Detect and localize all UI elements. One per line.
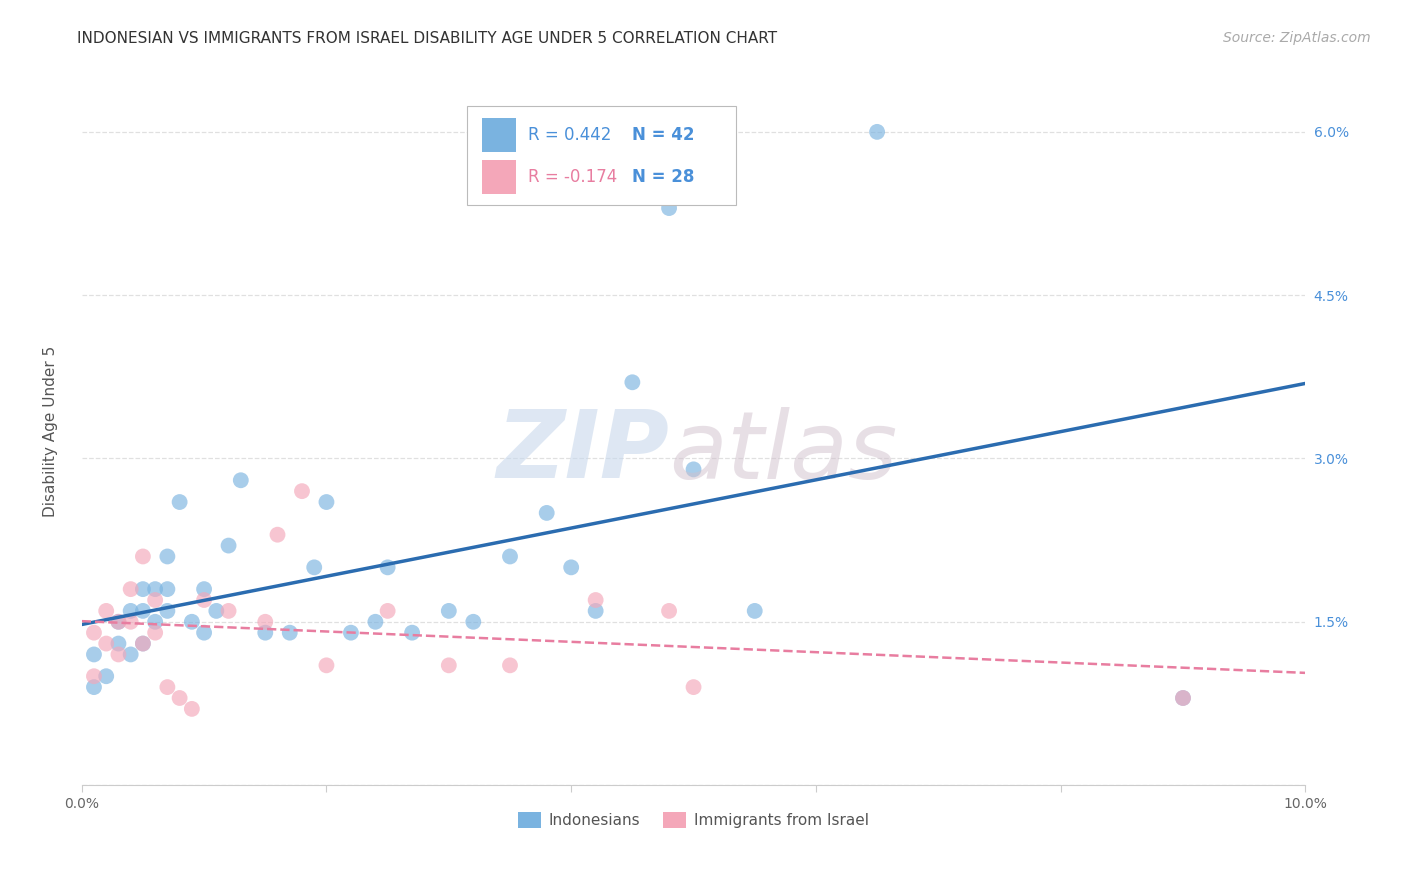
Point <box>156 680 179 694</box>
Point <box>682 462 704 476</box>
Point <box>143 625 166 640</box>
Point <box>156 549 179 564</box>
Point <box>107 615 129 629</box>
Point <box>96 636 118 650</box>
Point <box>536 506 558 520</box>
Point <box>143 593 166 607</box>
Point <box>218 539 240 553</box>
Point <box>193 593 215 607</box>
Point <box>107 636 129 650</box>
Point <box>180 615 202 629</box>
Point <box>132 636 155 650</box>
Bar <box>482 118 516 152</box>
Point <box>499 658 522 673</box>
Point <box>107 648 129 662</box>
Point <box>278 625 301 640</box>
Point <box>83 625 105 640</box>
Point <box>744 604 766 618</box>
Point <box>315 495 337 509</box>
Point <box>254 615 277 629</box>
Point <box>658 604 681 618</box>
Text: Source: ZipAtlas.com: Source: ZipAtlas.com <box>1223 31 1371 45</box>
Point <box>120 582 142 596</box>
Text: ZIP: ZIP <box>496 407 669 499</box>
Point <box>866 125 889 139</box>
Point <box>266 527 288 541</box>
Point <box>658 201 681 215</box>
Text: INDONESIAN VS IMMIGRANTS FROM ISRAEL DISABILITY AGE UNDER 5 CORRELATION CHART: INDONESIAN VS IMMIGRANTS FROM ISRAEL DIS… <box>77 31 778 46</box>
Point <box>585 593 607 607</box>
Point <box>315 658 337 673</box>
Point <box>229 473 252 487</box>
Point <box>96 669 118 683</box>
Point <box>291 484 314 499</box>
Point <box>132 604 155 618</box>
Point <box>107 615 129 629</box>
Point <box>83 669 105 683</box>
Point <box>621 376 644 390</box>
Point <box>120 615 142 629</box>
Text: N = 28: N = 28 <box>633 169 695 186</box>
Point <box>585 604 607 618</box>
Point <box>340 625 363 640</box>
Text: R = -0.174: R = -0.174 <box>529 169 617 186</box>
Point <box>1171 691 1194 706</box>
Text: atlas: atlas <box>669 407 897 498</box>
Point <box>463 615 485 629</box>
Point <box>132 549 155 564</box>
Point <box>364 615 387 629</box>
Point <box>83 680 105 694</box>
Point <box>437 604 460 618</box>
Point <box>169 495 191 509</box>
Point <box>132 636 155 650</box>
Point <box>193 625 215 640</box>
Point <box>377 560 399 574</box>
Y-axis label: Disability Age Under 5: Disability Age Under 5 <box>44 345 58 516</box>
Point <box>401 625 423 640</box>
Point <box>143 615 166 629</box>
Point <box>560 560 582 574</box>
Point <box>83 648 105 662</box>
Point <box>120 604 142 618</box>
Point <box>143 582 166 596</box>
Point <box>377 604 399 618</box>
Point <box>499 549 522 564</box>
Point <box>120 648 142 662</box>
Point <box>1171 691 1194 706</box>
Legend: Indonesians, Immigrants from Israel: Indonesians, Immigrants from Israel <box>512 805 875 834</box>
Text: R = 0.442: R = 0.442 <box>529 126 612 144</box>
Point <box>682 680 704 694</box>
Point <box>205 604 228 618</box>
Point <box>302 560 325 574</box>
Point <box>254 625 277 640</box>
Point <box>132 582 155 596</box>
Point <box>180 702 202 716</box>
Point <box>96 604 118 618</box>
Point <box>218 604 240 618</box>
Point <box>156 604 179 618</box>
Point <box>193 582 215 596</box>
Point <box>169 691 191 706</box>
Point <box>156 582 179 596</box>
Point <box>437 658 460 673</box>
Bar <box>482 161 516 194</box>
Text: N = 42: N = 42 <box>633 126 695 144</box>
